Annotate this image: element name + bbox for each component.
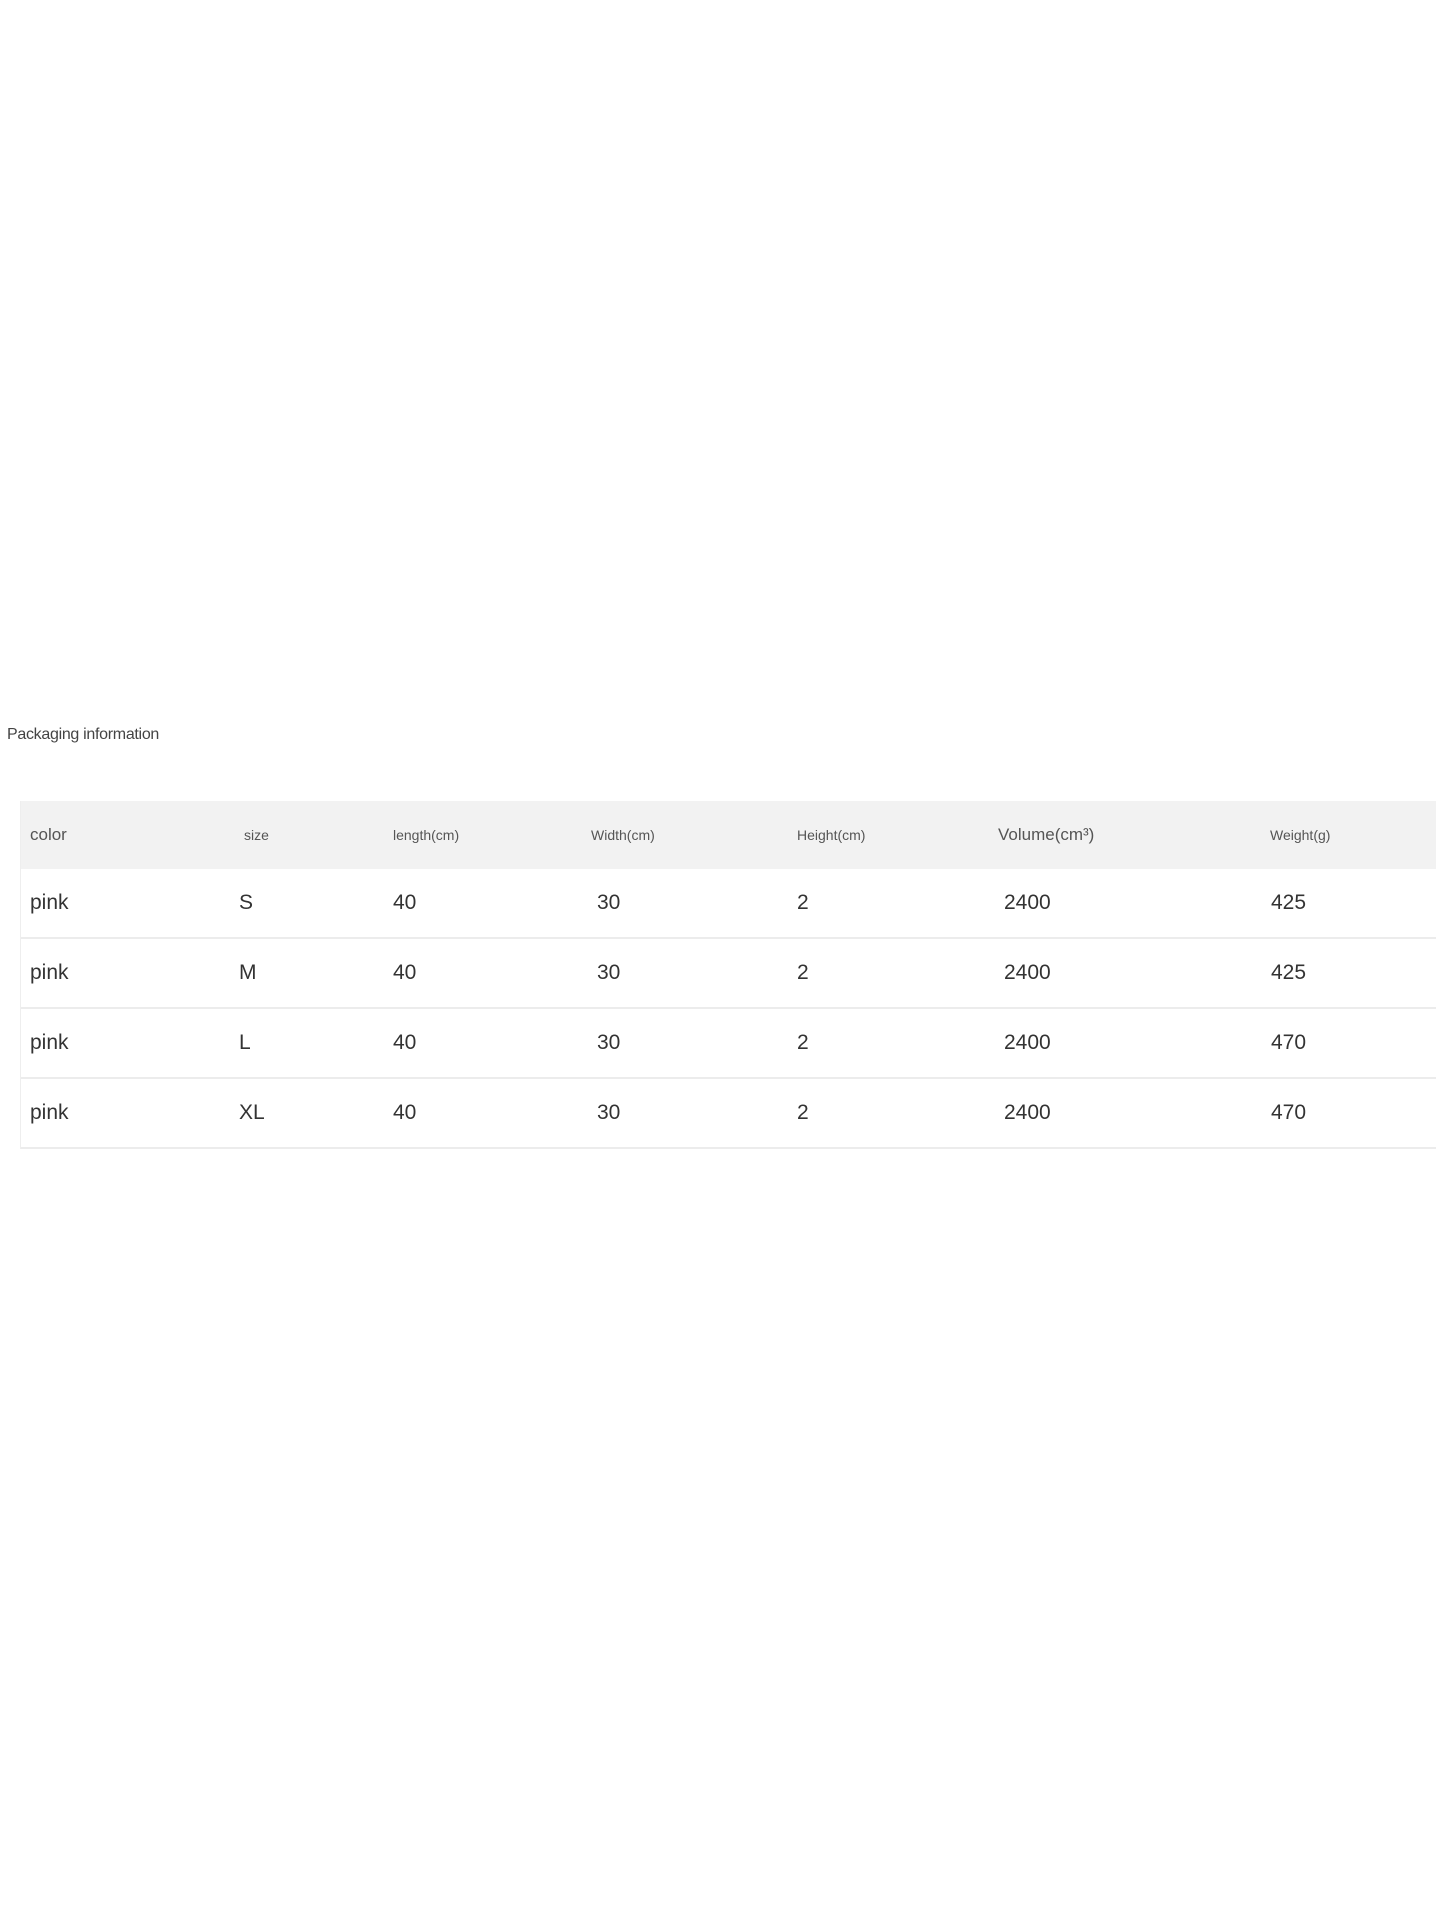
header-length: length(cm) xyxy=(393,827,460,843)
cell-size: S xyxy=(239,891,254,914)
cell-volume: 2400 xyxy=(1004,1101,1051,1124)
cell-weight: 470 xyxy=(1271,1101,1307,1124)
header-weight: Weight(g) xyxy=(1270,827,1331,843)
cell-size: M xyxy=(239,961,257,984)
table-row: pink XL 40 30 2 2400 470 xyxy=(21,1079,1436,1149)
cell-weight: 470 xyxy=(1271,1031,1307,1054)
cell-length: 40 xyxy=(393,1101,417,1124)
cell-volume: 2400 xyxy=(1004,891,1051,914)
cell-color: pink xyxy=(30,961,69,984)
header-size: size xyxy=(244,827,269,843)
table-row: pink M 40 30 2 2400 425 xyxy=(21,939,1436,1009)
cell-volume: 2400 xyxy=(1004,961,1051,984)
header-color: color xyxy=(30,825,67,844)
cell-height: 2 xyxy=(797,891,809,914)
cell-height: 2 xyxy=(797,961,809,984)
cell-height: 2 xyxy=(797,1101,809,1124)
cell-length: 40 xyxy=(393,891,417,914)
cell-width: 30 xyxy=(597,1101,621,1124)
header-volume: Volume(cm³) xyxy=(998,825,1095,844)
cell-volume: 2400 xyxy=(1004,1031,1051,1054)
cell-length: 40 xyxy=(393,1031,417,1054)
cell-size: XL xyxy=(239,1101,265,1124)
cell-color: pink xyxy=(30,1031,69,1054)
cell-weight: 425 xyxy=(1271,891,1307,914)
header-width: Width(cm) xyxy=(591,827,655,843)
cell-length: 40 xyxy=(393,961,417,984)
section-title: Packaging information xyxy=(7,726,160,743)
cell-weight: 425 xyxy=(1271,961,1307,984)
table-row: pink S 40 30 2 2400 425 xyxy=(21,869,1436,939)
cell-color: pink xyxy=(30,891,69,914)
cell-height: 2 xyxy=(797,1031,809,1054)
table-header-row: color size length(cm) Width(cm) Height(c… xyxy=(21,801,1436,869)
packaging-table: color size length(cm) Width(cm) Height(c… xyxy=(20,801,1436,1149)
header-height: Height(cm) xyxy=(797,827,866,843)
cell-color: pink xyxy=(30,1101,69,1124)
cell-width: 30 xyxy=(597,961,621,984)
cell-width: 30 xyxy=(597,1031,621,1054)
cell-width: 30 xyxy=(597,891,621,914)
table-row: pink L 40 30 2 2400 470 xyxy=(21,1009,1436,1079)
cell-size: L xyxy=(239,1031,251,1054)
